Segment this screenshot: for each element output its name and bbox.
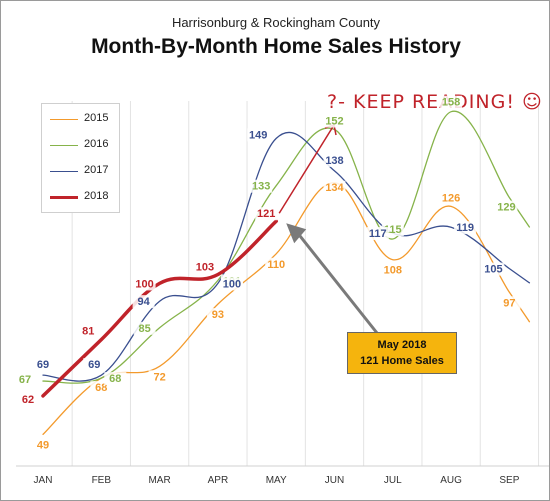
data-label-2016-may: 133 bbox=[252, 181, 270, 193]
data-label-2016-aug: 158 bbox=[442, 97, 460, 109]
legend-swatch-2015 bbox=[50, 119, 78, 120]
data-label-2015-jun: 134 bbox=[325, 182, 344, 194]
data-label-2017-jul: 117 bbox=[369, 228, 387, 240]
legend-item-2016: 2016 bbox=[42, 134, 119, 156]
data-label-bg-2018-mar bbox=[133, 277, 156, 291]
callout-line-1: May 2018 bbox=[377, 339, 427, 351]
data-label-2015-may: 110 bbox=[267, 259, 285, 271]
data-label-bg-2016-may bbox=[250, 179, 273, 193]
data-label-bg-2017-jun bbox=[323, 153, 346, 167]
data-label-2015-mar: 72 bbox=[153, 371, 165, 383]
callout-box: May 2018 121 Home Sales bbox=[347, 332, 457, 374]
data-label-bg-2016-jun bbox=[323, 114, 346, 128]
legend-item-2018: 2018 bbox=[42, 186, 119, 208]
data-label-bg-2015-aug bbox=[440, 191, 463, 205]
x-tick-jun: JUN bbox=[325, 475, 344, 486]
callout-arrow-shaft bbox=[295, 230, 379, 334]
data-label-bg-2017-mar bbox=[132, 295, 155, 309]
data-label-2017-sep: 105 bbox=[484, 264, 502, 276]
legend-label-2018: 2018 bbox=[84, 190, 109, 202]
data-label-bg-2017-jul bbox=[366, 227, 389, 241]
data-label-bg-2016-mar bbox=[133, 321, 156, 335]
chart-subtitle: Harrisonburg & Rockingham County bbox=[171, 15, 381, 30]
data-label-2015-aug: 126 bbox=[442, 192, 460, 204]
x-tick-mar: MAR bbox=[148, 475, 170, 486]
data-label-2017-feb: 69 bbox=[88, 359, 100, 371]
data-label-bg-2017-may bbox=[247, 128, 270, 142]
data-label-bg-2017-jan bbox=[32, 358, 54, 372]
data-label-2017-may: 149 bbox=[249, 129, 267, 141]
handwritten-note: ?- KEEP READING! ☺ bbox=[327, 91, 543, 113]
data-label-2015-sep: 97 bbox=[503, 297, 515, 309]
legend-swatch-2018 bbox=[50, 196, 78, 199]
trend-arrow-shaft bbox=[278, 124, 335, 214]
x-tick-may: MAY bbox=[266, 475, 287, 486]
data-label-2018-may: 121 bbox=[257, 208, 275, 220]
x-tick-aug: AUG bbox=[440, 475, 462, 486]
legend-label-2016: 2016 bbox=[84, 138, 109, 150]
data-label-2018-apr: 103 bbox=[196, 262, 214, 274]
data-label-2016-jun: 152 bbox=[325, 115, 343, 127]
data-label-bg-2015-jan bbox=[32, 438, 54, 452]
data-label-2016-sep: 129 bbox=[497, 202, 515, 214]
data-label-2016-mar: 85 bbox=[138, 323, 150, 335]
data-label-2017-jan: 69 bbox=[37, 359, 49, 371]
series-line-2015 bbox=[42, 182, 531, 436]
legend-label-2015: 2015 bbox=[84, 112, 109, 124]
chart-title: Month-By-Month Home Sales History bbox=[91, 35, 461, 58]
legend-item-2015: 2015 bbox=[42, 108, 119, 130]
data-label-bg-2015-may bbox=[265, 257, 288, 271]
data-label-2017-aug: 119 bbox=[456, 222, 474, 234]
data-label-bg-2017-apr bbox=[220, 277, 243, 291]
data-label-2018-mar: 100 bbox=[135, 278, 153, 290]
x-tick-sep: SEP bbox=[499, 475, 519, 486]
x-tick-jan: JAN bbox=[34, 475, 53, 486]
legend-swatch-2016 bbox=[50, 145, 78, 146]
data-label-2017-mar: 94 bbox=[137, 296, 150, 308]
data-label-bg-2018-jan bbox=[17, 392, 39, 406]
data-label-bg-2016-jan bbox=[14, 373, 36, 387]
data-label-bg-2017-sep bbox=[482, 262, 505, 276]
chart-legend: 2015 2016 2017 2018 bbox=[41, 103, 120, 213]
data-label-bg-2018-may bbox=[255, 207, 278, 221]
data-label-bg-2016-aug bbox=[440, 95, 463, 109]
data-label-2017-jun: 138 bbox=[325, 155, 343, 167]
series-line-2018 bbox=[41, 219, 278, 398]
callout-arrow-head bbox=[286, 223, 307, 244]
legend-label-2017: 2017 bbox=[84, 164, 109, 176]
x-tick-jul: JUL bbox=[384, 475, 402, 486]
data-label-2018-jan: 62 bbox=[22, 394, 34, 406]
data-label-2017-apr: 100 bbox=[223, 278, 241, 290]
x-tick-feb: FEB bbox=[92, 475, 112, 486]
data-label-bg-2018-apr bbox=[193, 260, 216, 274]
data-label-2015-jan: 49 bbox=[37, 439, 49, 451]
data-label-bg-2016-sep bbox=[495, 200, 518, 214]
data-label-bg-2017-aug bbox=[454, 221, 477, 235]
legend-swatch-2017 bbox=[50, 171, 78, 172]
data-label-2015-jul: 108 bbox=[384, 265, 402, 277]
data-label-bg-2016-feb bbox=[104, 372, 127, 386]
legend-item-2017: 2017 bbox=[42, 160, 119, 182]
data-label-2018-feb: 81 bbox=[82, 326, 94, 338]
data-label-2015-apr: 93 bbox=[212, 309, 224, 321]
x-tick-apr: APR bbox=[208, 475, 229, 486]
callout-line-2: 121 Home Sales bbox=[360, 355, 444, 367]
data-label-bg-2015-mar bbox=[148, 370, 171, 384]
data-label-bg-2018-feb bbox=[77, 324, 100, 338]
data-label-bg-2015-sep bbox=[498, 296, 521, 310]
data-label-2016-feb: 68 bbox=[109, 373, 121, 385]
data-label-2016-jan: 67 bbox=[19, 374, 31, 386]
data-label-bg-2015-jul bbox=[381, 263, 404, 277]
data-label-bg-2017-feb bbox=[83, 358, 106, 372]
data-label-bg-2015-apr bbox=[206, 308, 229, 322]
data-label-bg-2015-jun bbox=[323, 180, 346, 194]
